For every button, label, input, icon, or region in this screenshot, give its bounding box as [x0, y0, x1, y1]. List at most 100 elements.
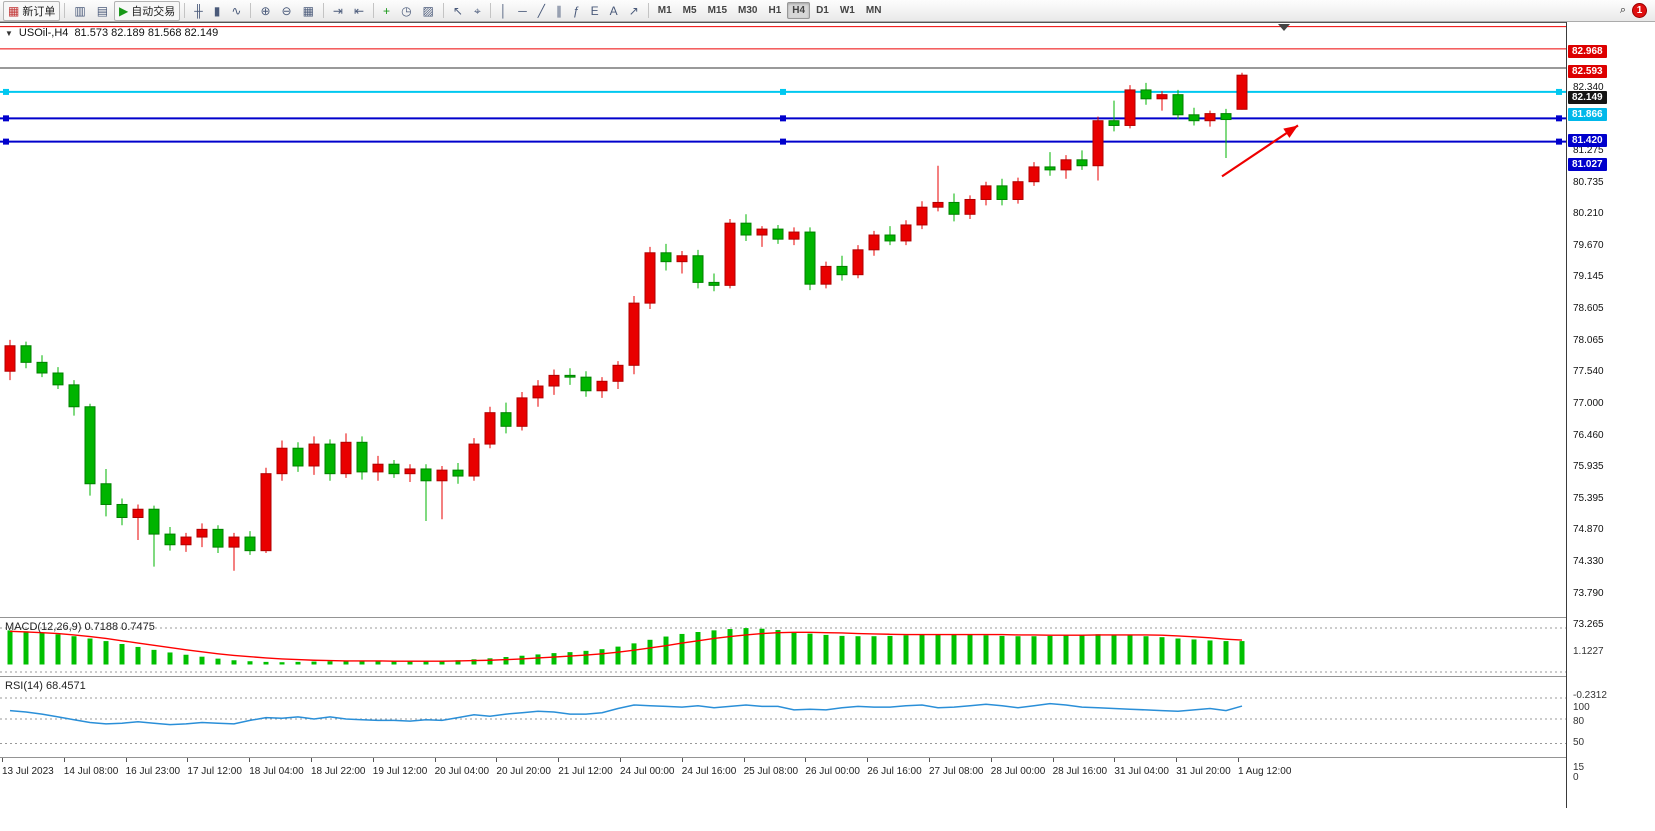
chart-shift-icon: ⇤: [353, 3, 365, 18]
line-chart-icon[interactable]: ∿: [226, 3, 246, 19]
price-axis-tick: 77.000: [1573, 398, 1604, 410]
toolbar: ▦ 新订单 ▥ ▤ ▶ 自动交易 ╫ ▮ ∿ ⊕ ⊖ ▦ ⇥ ⇤ + ◷ ▨ ↖ ⌖ │ ─ ╱ ∥ ƒ E A ↗ M1 M5 M15 M…: [0, 0, 1655, 22]
toolbar-separator: [184, 3, 186, 18]
line-handle[interactable]: [780, 138, 786, 145]
candle-body: [420, 468, 432, 482]
tf-d1-button[interactable]: D1: [811, 2, 834, 19]
candle-body: [516, 397, 528, 427]
arrow-object-icon: ↗: [628, 3, 639, 18]
price-axis-tick: 73.265: [1573, 619, 1604, 631]
rsi-axis-label: 100: [1573, 702, 1590, 713]
new-order-button[interactable]: ▦ 新订单: [3, 0, 61, 21]
toolbar-separator: [250, 3, 252, 18]
line-handle[interactable]: [3, 115, 9, 122]
time-axis-tick: [681, 758, 683, 762]
candlestick-chart-icon[interactable]: ▮: [209, 3, 226, 19]
tf-m1-button[interactable]: M1: [653, 2, 677, 19]
horizontal-line-icon[interactable]: ─: [513, 3, 532, 19]
main-chart[interactable]: [0, 23, 1566, 617]
zoom-in-icon: ⊕: [260, 3, 271, 18]
price-axis-tick: 74.330: [1573, 556, 1604, 568]
candle-body: [180, 536, 192, 546]
trendline-icon[interactable]: ╱: [533, 3, 550, 19]
time-axis[interactable]: 13 Jul 2023 14 Jul 08:00 16 Jul 23:00 17 Ju…: [0, 758, 1566, 785]
tf-m5-button[interactable]: M5: [678, 2, 702, 19]
tf-h4-button[interactable]: H4: [787, 2, 811, 19]
line-handle[interactable]: [3, 88, 9, 95]
toolbar-separator: [442, 3, 444, 18]
tf-m15-button[interactable]: M15: [703, 2, 732, 19]
vertical-line-icon[interactable]: │: [495, 3, 513, 19]
macd-label: MACD(12,26,9) 0.7188 0.7475: [5, 621, 155, 633]
line-handle[interactable]: [780, 115, 786, 122]
charts-window-icon[interactable]: ▥: [69, 3, 90, 19]
line-handle[interactable]: [3, 138, 9, 145]
zoom-in-icon[interactable]: ⊕: [255, 3, 275, 19]
chart-workspace: ▼ USOil-,H4 81.573 82.189 81.568 82.149 …: [0, 22, 1655, 808]
periods-icon[interactable]: ◷: [396, 3, 416, 19]
tf-h4-button-label: H4: [792, 5, 806, 16]
time-axis-label: 17 Jul 12:00: [187, 766, 242, 777]
time-axis-label: 26 Jul 00:00: [805, 766, 860, 777]
bar-chart-icon[interactable]: ╫: [189, 3, 208, 19]
data-window-icon[interactable]: ▤: [92, 3, 113, 19]
line-handle[interactable]: [780, 88, 786, 95]
toolbar-separator: [489, 3, 491, 18]
candle-body: [1140, 89, 1152, 100]
indicators-add-icon[interactable]: +: [378, 3, 395, 19]
price-axis-tick: 75.395: [1573, 493, 1604, 505]
templates-icon[interactable]: ▨: [418, 3, 439, 19]
candle-body: [292, 447, 304, 467]
chart-shift-marker[interactable]: [1278, 24, 1290, 31]
horizontal-line-icon: ─: [518, 3, 527, 18]
line-handle[interactable]: [1556, 138, 1562, 145]
candle-body: [660, 252, 672, 263]
text-label-icon[interactable]: A: [605, 3, 623, 19]
tf-h1-button[interactable]: H1: [763, 2, 786, 19]
time-axis-label: 31 Jul 20:00: [1176, 766, 1231, 777]
rsi-chart[interactable]: [0, 677, 1566, 757]
channel-icon[interactable]: ∥: [551, 3, 567, 19]
vertical-line-icon: │: [499, 3, 508, 18]
time-axis-tick: [63, 758, 65, 762]
crosshair-icon[interactable]: ⌖: [469, 3, 486, 19]
macd-axis-label: 1.1227: [1573, 646, 1604, 657]
tf-mn-button[interactable]: MN: [861, 2, 887, 19]
auto-trading-button[interactable]: ▶ 自动交易: [114, 0, 181, 21]
chart-ohlc-values: 81.573 82.189 81.568 82.149: [74, 27, 219, 39]
tf-d1-button-label: D1: [816, 5, 829, 16]
fibonacci-icon[interactable]: ƒ: [568, 3, 585, 19]
zoom-out-icon[interactable]: ⊖: [277, 3, 297, 19]
candle-body: [1204, 113, 1216, 122]
time-axis-label: 28 Jul 16:00: [1052, 766, 1108, 777]
chart-dropdown-icon[interactable]: ▼: [5, 28, 13, 38]
macd-chart[interactable]: [0, 618, 1566, 676]
toolbar-separator: [647, 3, 649, 18]
cursor-icon[interactable]: ↖: [448, 3, 468, 19]
tile-windows-icon[interactable]: ▦: [298, 3, 319, 19]
notification-badge[interactable]: 1: [1632, 3, 1647, 18]
candle-body: [36, 361, 48, 374]
line-handle[interactable]: [1556, 88, 1562, 95]
annotation-arrow[interactable]: [1221, 124, 1299, 178]
price-badge-81.866: 81.866: [1568, 107, 1607, 121]
tf-m30-button[interactable]: M30: [733, 2, 762, 19]
tf-w1-button[interactable]: W1: [835, 2, 860, 19]
time-axis-label: 18 Jul 22:00: [311, 766, 366, 777]
candle-body: [980, 185, 992, 200]
candle-body: [692, 255, 704, 283]
ellipse-icon[interactable]: E: [586, 3, 604, 19]
crosshair-icon: ⌖: [473, 3, 481, 18]
price-axis-tick: 78.605: [1573, 303, 1604, 315]
candle-body: [628, 302, 640, 366]
search-icon[interactable]: ⌕: [1619, 4, 1626, 16]
auto-scroll-icon[interactable]: ⇥: [328, 3, 348, 19]
candle-body: [804, 231, 816, 285]
chart-shift-icon[interactable]: ⇤: [349, 3, 369, 19]
line-handle[interactable]: [1556, 115, 1562, 122]
arrow-object-icon[interactable]: ↗: [624, 3, 644, 19]
price-axis[interactable]: 82.340 81.275 80.735 80.210 79.670 79.145 78.6…: [1566, 22, 1655, 808]
time-axis-label: 19 Jul 12:00: [372, 766, 428, 777]
toolbar-separator: [373, 3, 375, 18]
tf-m30-button-label: M30: [738, 5, 758, 16]
